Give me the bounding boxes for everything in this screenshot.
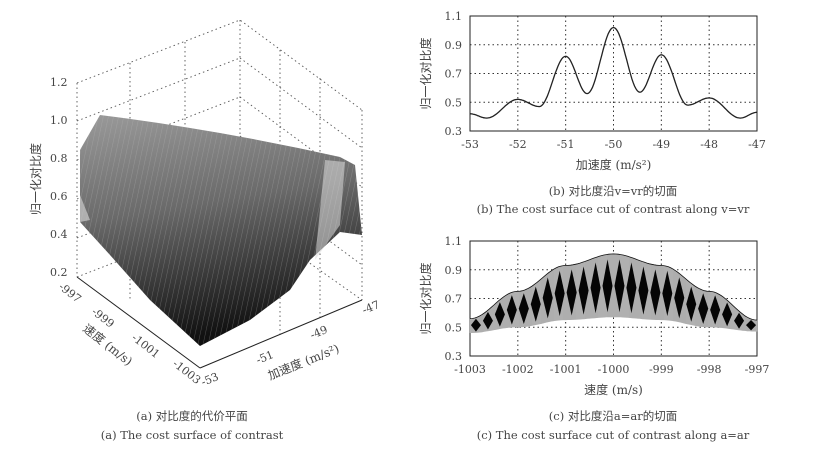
oscillation-lobe — [626, 262, 637, 314]
y-tick-label: 1.1 — [445, 235, 463, 248]
chart-a-ztick: 0.2 — [50, 266, 68, 279]
x-tick-label: -1002 — [502, 363, 534, 376]
x-tick-label: -52 — [509, 138, 527, 151]
y-tick-label: 0.5 — [445, 96, 463, 109]
y-tick-label: 0.3 — [445, 350, 463, 363]
chart-c: -1003 -1002 -1001 -1000 -999 -998 -997 0.3 0.5 0.… — [418, 235, 770, 397]
caption-a-cn: (a) 对比度的代价平面 — [136, 409, 248, 423]
x-tick-label: -1003 — [454, 363, 486, 376]
x-tick-label: -47 — [748, 138, 766, 151]
chart-a-ztick: 0.4 — [50, 228, 68, 241]
chart-b: -53 -52 -51 -50 -49 -48 -47 0.3 0.5 0.7 0.9 1.1 加速度 … — [418, 10, 766, 172]
y-tick-label: 0.7 — [445, 293, 463, 306]
x-tick-label: -998 — [697, 363, 722, 376]
oscillation-lobe — [614, 259, 625, 313]
x-axis-label: 速度 (m/s) — [584, 382, 643, 397]
upper-envelope — [469, 253, 758, 321]
y-axis-label: 归一化对比度 — [418, 262, 433, 334]
x-tick-label: -48 — [700, 138, 718, 151]
oscillation-lobe — [530, 286, 541, 322]
oscillation-lobe — [554, 270, 565, 317]
x-tick-label: -1000 — [598, 363, 630, 376]
y-tick-label: 0.3 — [445, 125, 463, 138]
chart-a-ytick: -51 — [254, 348, 275, 367]
caption-c-cn: (c) 对比度沿a=ar的切面 — [548, 409, 678, 423]
x-tick-label: -53 — [461, 138, 479, 151]
x-tick-label: -997 — [745, 363, 770, 376]
x-tick-label: -51 — [557, 138, 575, 151]
oscillation-lobe — [518, 293, 529, 325]
x-tick-label: -999 — [649, 363, 674, 376]
x-tick-label: -49 — [652, 138, 670, 151]
y-tick-label: 0.7 — [445, 68, 463, 81]
oscillation-lobe — [590, 262, 601, 314]
caption-b-cn: (b) 对比度沿v=vr的切面 — [548, 184, 678, 198]
caption-a-en: (a) The cost surface of contrast — [100, 428, 284, 442]
plot-frame — [469, 15, 758, 132]
chart-a-ytick: -53 — [199, 370, 220, 389]
chart-a-surface: 1.2 1.0 0.8 0.6 0.4 0.2 归一化对比度 -997 -999… — [28, 19, 382, 389]
chart-a-zlabel: 归一化对比度 — [28, 143, 43, 215]
chart-a-ztick: 1.0 — [50, 114, 68, 127]
chart-a-ztick: 0.8 — [50, 152, 68, 165]
x-tick-label: -50 — [605, 138, 623, 151]
y-tick-label: 0.9 — [445, 39, 463, 52]
plot-frame — [469, 240, 758, 357]
chart-a-xtick: -1003 — [170, 357, 203, 387]
caption-b-en: (b) The cost surface cut of contrast alo… — [476, 202, 750, 216]
chart-a-ztick: 0.6 — [50, 190, 68, 203]
chart-a-surface-highlight — [315, 160, 345, 260]
chart-a-ytick: -47 — [360, 298, 381, 317]
oscillation-lobe — [482, 311, 493, 330]
chart-a-axes — [76, 276, 363, 369]
chart-a-ylabel: 加速度 (m/s²) — [266, 341, 342, 383]
y-tick-label: 1.1 — [445, 10, 463, 23]
y-tick-label: 0.5 — [445, 321, 463, 334]
oscillation-lobe — [734, 312, 745, 329]
chart-a-ztick: 1.2 — [50, 76, 68, 89]
y-tick-label: 0.9 — [445, 264, 463, 277]
oscillation-lobe — [602, 259, 613, 313]
chart-a-ytick: -49 — [308, 323, 329, 342]
caption-c-en: (c) The cost surface cut of contrast alo… — [476, 428, 750, 442]
x-axis-label: 加速度 (m/s²) — [576, 157, 652, 172]
oscillation-lobe — [662, 270, 673, 317]
chart-a-surface-ripples — [80, 115, 362, 346]
chart-a-xtick: -997 — [56, 280, 83, 305]
chart-a-surface-edge — [80, 195, 90, 222]
series-line — [470, 26, 757, 119]
y-axis-label: 归一化对比度 — [418, 37, 433, 109]
x-tick-label: -1001 — [550, 363, 582, 376]
oscillation-lobe — [698, 293, 709, 325]
